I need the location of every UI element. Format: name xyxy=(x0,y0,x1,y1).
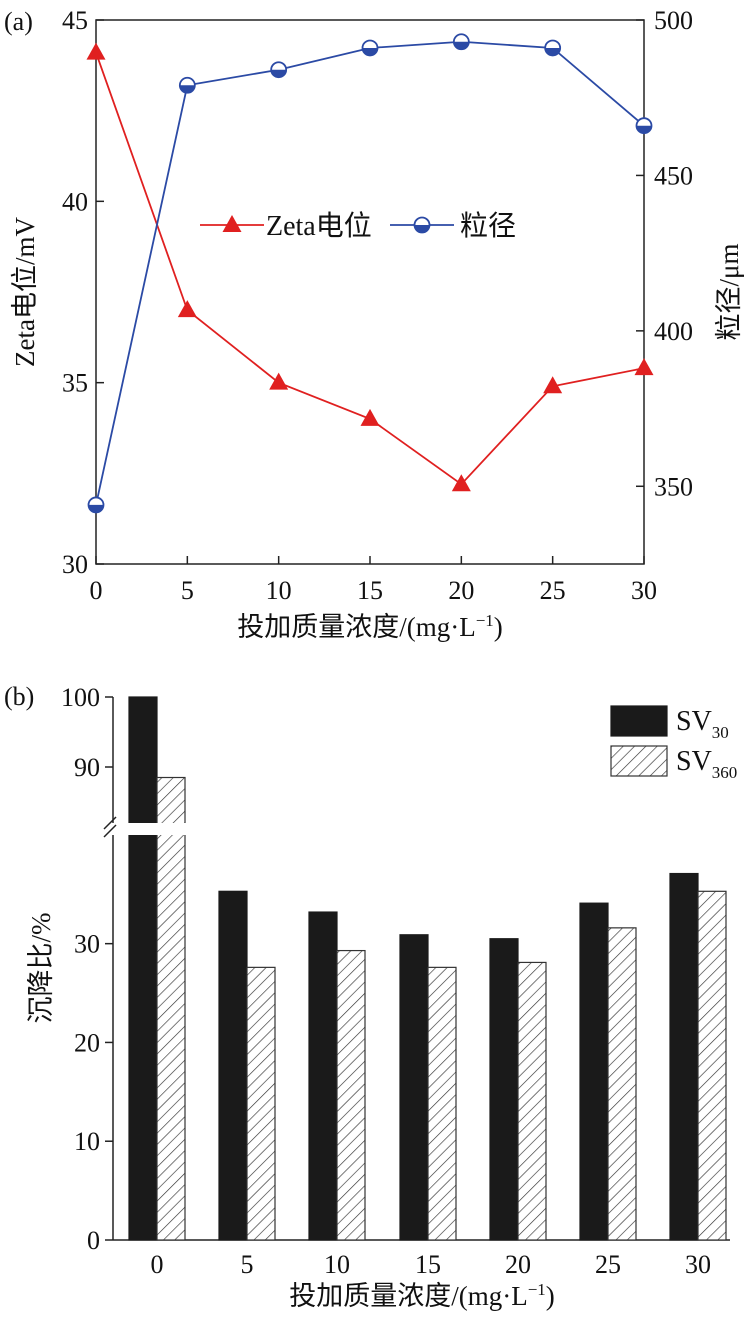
x-tick-label: 0 xyxy=(151,1250,164,1279)
bar-sv30 xyxy=(128,696,158,1241)
y-tick-label: 30 xyxy=(74,930,100,959)
bar-sv360 xyxy=(607,927,637,1241)
bar-sv360 xyxy=(336,949,366,1241)
bar-sv360 xyxy=(697,890,727,1241)
panel-b-label: (b) xyxy=(4,682,34,711)
x-tick-label: 15 xyxy=(357,576,383,605)
x-tick-label: 20 xyxy=(505,1250,531,1279)
bar-sv360 xyxy=(517,961,547,1241)
particle-size-point xyxy=(178,76,196,94)
zeta-point xyxy=(543,376,563,394)
panel-a-left-y-ticks: 30 35 40 45 xyxy=(62,6,104,579)
x-tick-label: 30 xyxy=(631,576,657,605)
bar-sv30 xyxy=(218,890,248,1241)
x-tick-label: 20 xyxy=(448,576,474,605)
particle-size-point xyxy=(635,117,653,135)
panel-a-right-y-axis-label: 粒径/μm xyxy=(714,244,744,341)
particle-size-point xyxy=(270,61,288,79)
legend-size-label: 粒径 xyxy=(460,210,516,242)
x-tick-label: 30 xyxy=(685,1250,711,1279)
y-tick-label: 10 xyxy=(74,1127,100,1156)
left-y-tick-label: 30 xyxy=(62,550,88,579)
legend-sv30-label: SV30 xyxy=(676,706,729,742)
particle-size-point xyxy=(87,496,105,514)
bar-sv30 xyxy=(669,872,699,1241)
x-tick-label: 10 xyxy=(324,1250,350,1279)
legend-sv360-label: SV360 xyxy=(676,746,737,782)
bar-sv30 xyxy=(308,911,338,1241)
zeta-point xyxy=(634,358,654,376)
left-y-tick-label: 35 xyxy=(62,369,88,398)
bar-sv360 xyxy=(156,776,186,1241)
zeta-point xyxy=(451,474,471,492)
legend-zeta-label: Zeta电位 xyxy=(266,210,372,242)
panel-b-legend: SV30 SV360 xyxy=(610,705,737,782)
legend-sv360-swatch xyxy=(610,745,668,777)
x-tick-label: 15 xyxy=(415,1250,441,1279)
bar-sv30 xyxy=(489,938,519,1241)
zeta-point xyxy=(86,42,106,60)
particle-size-point xyxy=(452,33,470,51)
right-y-tick-label: 400 xyxy=(654,317,693,346)
x-tick-label: 0 xyxy=(90,576,103,605)
legend-sv30-swatch xyxy=(610,705,668,737)
panel-a-label: (a) xyxy=(4,7,33,36)
bar-sv360 xyxy=(246,966,276,1241)
panel-a-left-y-axis-label: Zeta电位/mV xyxy=(10,217,40,367)
particle-size-point xyxy=(361,39,379,57)
zeta-point xyxy=(177,300,197,318)
right-y-tick-label: 350 xyxy=(654,472,693,501)
panel-a-x-axis-label: 投加质量浓度/(mg·L−1) xyxy=(237,611,503,642)
panel-b-y-ticks: 0 10 20 30 90 100 xyxy=(61,683,113,1255)
left-y-tick-label: 40 xyxy=(62,187,88,216)
legend-zeta-marker xyxy=(222,215,242,232)
particle-size-point xyxy=(544,39,562,57)
panel-a-right-y-ticks: 350 400 450 500 xyxy=(636,6,693,501)
series-line xyxy=(95,40,645,506)
bar-sv30 xyxy=(399,934,429,1241)
panel-b-x-axis-label: 投加质量浓度/(mg·L−1) xyxy=(289,1280,555,1311)
legend-size-marker xyxy=(413,216,431,234)
y-tick-label: 90 xyxy=(74,753,100,782)
zeta-point xyxy=(269,372,289,390)
right-y-tick-label: 450 xyxy=(654,161,693,190)
x-tick-label: 25 xyxy=(540,576,566,605)
zeta-point xyxy=(360,408,380,426)
left-y-tick-label: 45 xyxy=(62,6,88,35)
axis-break-marks xyxy=(100,816,190,838)
y-tick-label: 100 xyxy=(61,683,100,712)
panel-a-line-chart: (a) 0 5 10 15 20 25 30 30 35 40 45 350 400 450 500 Z… xyxy=(4,6,744,642)
y-tick-label: 0 xyxy=(87,1226,100,1255)
panel-a-x-ticks: 0 5 10 15 20 25 30 xyxy=(90,556,657,605)
y-tick-label: 20 xyxy=(74,1028,100,1057)
panel-b-y-axis-label: 沉降比/% xyxy=(26,913,56,1024)
bar-sv360 xyxy=(427,966,457,1241)
x-tick-label: 5 xyxy=(181,576,194,605)
panel-a-legend: Zeta电位 粒径 xyxy=(200,210,516,242)
x-tick-label: 25 xyxy=(595,1250,621,1279)
bar-sv30 xyxy=(579,902,609,1241)
x-tick-label: 5 xyxy=(241,1250,254,1279)
panel-a-plot-frame xyxy=(95,19,645,565)
panel-b-bars xyxy=(128,696,727,1241)
right-y-tick-label: 500 xyxy=(654,6,693,35)
x-tick-label: 10 xyxy=(266,576,292,605)
panel-a-series xyxy=(86,33,654,514)
panel-b-x-ticks: 0 5 10 15 20 25 30 xyxy=(151,1250,712,1279)
